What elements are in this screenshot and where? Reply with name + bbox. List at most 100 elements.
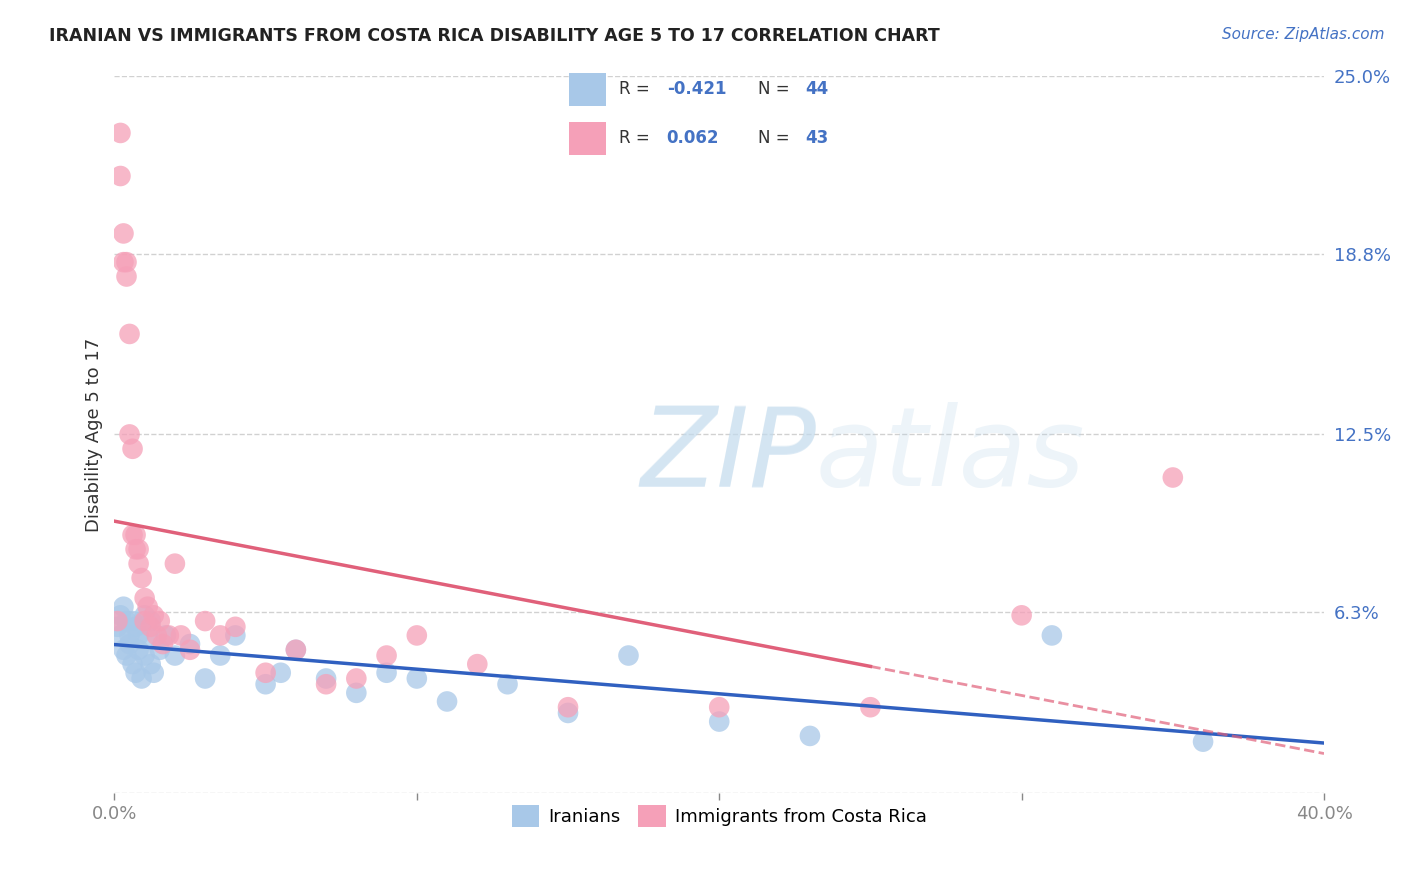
Point <box>128 542 150 557</box>
Point <box>1161 470 1184 484</box>
Point <box>194 672 217 686</box>
Point <box>134 608 156 623</box>
Point <box>131 571 153 585</box>
Point <box>375 665 398 680</box>
Point <box>112 227 135 241</box>
Point <box>163 648 186 663</box>
Text: 0.062: 0.062 <box>666 129 720 147</box>
Point <box>139 657 162 672</box>
Point <box>709 700 731 714</box>
Point <box>179 642 201 657</box>
Point <box>1040 628 1063 642</box>
Point <box>128 628 150 642</box>
Point <box>315 677 337 691</box>
Point <box>128 642 150 657</box>
Y-axis label: Disability Age 5 to 17: Disability Age 5 to 17 <box>86 337 103 532</box>
Point <box>194 614 217 628</box>
Point <box>315 672 337 686</box>
Point <box>799 729 821 743</box>
Point <box>110 628 132 642</box>
Point <box>157 628 180 642</box>
Point <box>344 686 367 700</box>
Point <box>344 672 367 686</box>
Point <box>436 694 458 708</box>
Point <box>209 648 232 663</box>
Point <box>124 620 146 634</box>
Point <box>557 700 579 714</box>
Point <box>209 628 232 642</box>
Text: N =: N = <box>758 80 794 98</box>
Point <box>124 542 146 557</box>
Text: N =: N = <box>758 129 794 147</box>
Text: 44: 44 <box>806 80 828 98</box>
Text: ZIP: ZIP <box>641 402 817 509</box>
Point <box>152 637 174 651</box>
Point <box>136 599 159 614</box>
Text: IRANIAN VS IMMIGRANTS FROM COSTA RICA DISABILITY AGE 5 TO 17 CORRELATION CHART: IRANIAN VS IMMIGRANTS FROM COSTA RICA DI… <box>49 27 941 45</box>
Point <box>110 169 132 183</box>
Point <box>134 614 156 628</box>
Point <box>405 628 427 642</box>
Point <box>145 628 167 642</box>
Text: R =: R = <box>620 80 655 98</box>
Point <box>112 642 135 657</box>
Point <box>115 614 138 628</box>
Point <box>155 628 177 642</box>
Point <box>224 628 246 642</box>
Point <box>121 614 143 628</box>
Point <box>859 700 882 714</box>
Point <box>115 269 138 284</box>
Point <box>128 557 150 571</box>
Point <box>121 657 143 672</box>
Point <box>149 642 172 657</box>
Text: 43: 43 <box>806 129 828 147</box>
Point <box>1192 734 1215 748</box>
Point <box>254 677 277 691</box>
Point <box>139 620 162 634</box>
Point <box>124 528 146 542</box>
Text: -0.421: -0.421 <box>666 80 727 98</box>
Point <box>112 255 135 269</box>
Point <box>405 672 427 686</box>
Point <box>134 591 156 606</box>
Point <box>557 706 579 720</box>
Point <box>121 528 143 542</box>
Point <box>270 665 292 680</box>
Point <box>118 326 141 341</box>
Point <box>709 714 731 729</box>
Point <box>124 665 146 680</box>
Point <box>136 628 159 642</box>
Point <box>179 637 201 651</box>
Point <box>118 427 141 442</box>
Text: Source: ZipAtlas.com: Source: ZipAtlas.com <box>1222 27 1385 42</box>
Point <box>254 665 277 680</box>
Point <box>284 642 307 657</box>
Point <box>142 608 165 623</box>
Point <box>465 657 488 672</box>
Point <box>163 557 186 571</box>
Point <box>115 255 138 269</box>
Point <box>1011 608 1033 623</box>
Point <box>131 672 153 686</box>
Bar <box>569 122 606 155</box>
Legend: Iranians, Immigrants from Costa Rica: Iranians, Immigrants from Costa Rica <box>505 798 934 835</box>
Point <box>112 599 135 614</box>
Point <box>496 677 519 691</box>
Point <box>284 642 307 657</box>
Point <box>110 608 132 623</box>
Text: ZIPatlas: ZIPatlas <box>641 402 1085 509</box>
Point <box>121 442 143 456</box>
Point <box>110 126 132 140</box>
Point <box>139 614 162 628</box>
Point <box>375 648 398 663</box>
Point <box>617 648 640 663</box>
Point <box>142 665 165 680</box>
Point <box>118 628 141 642</box>
Point <box>107 620 129 634</box>
Point <box>224 620 246 634</box>
Point <box>134 648 156 663</box>
Point <box>170 628 193 642</box>
Point <box>149 614 172 628</box>
Bar <box>569 73 606 105</box>
Point <box>107 614 129 628</box>
